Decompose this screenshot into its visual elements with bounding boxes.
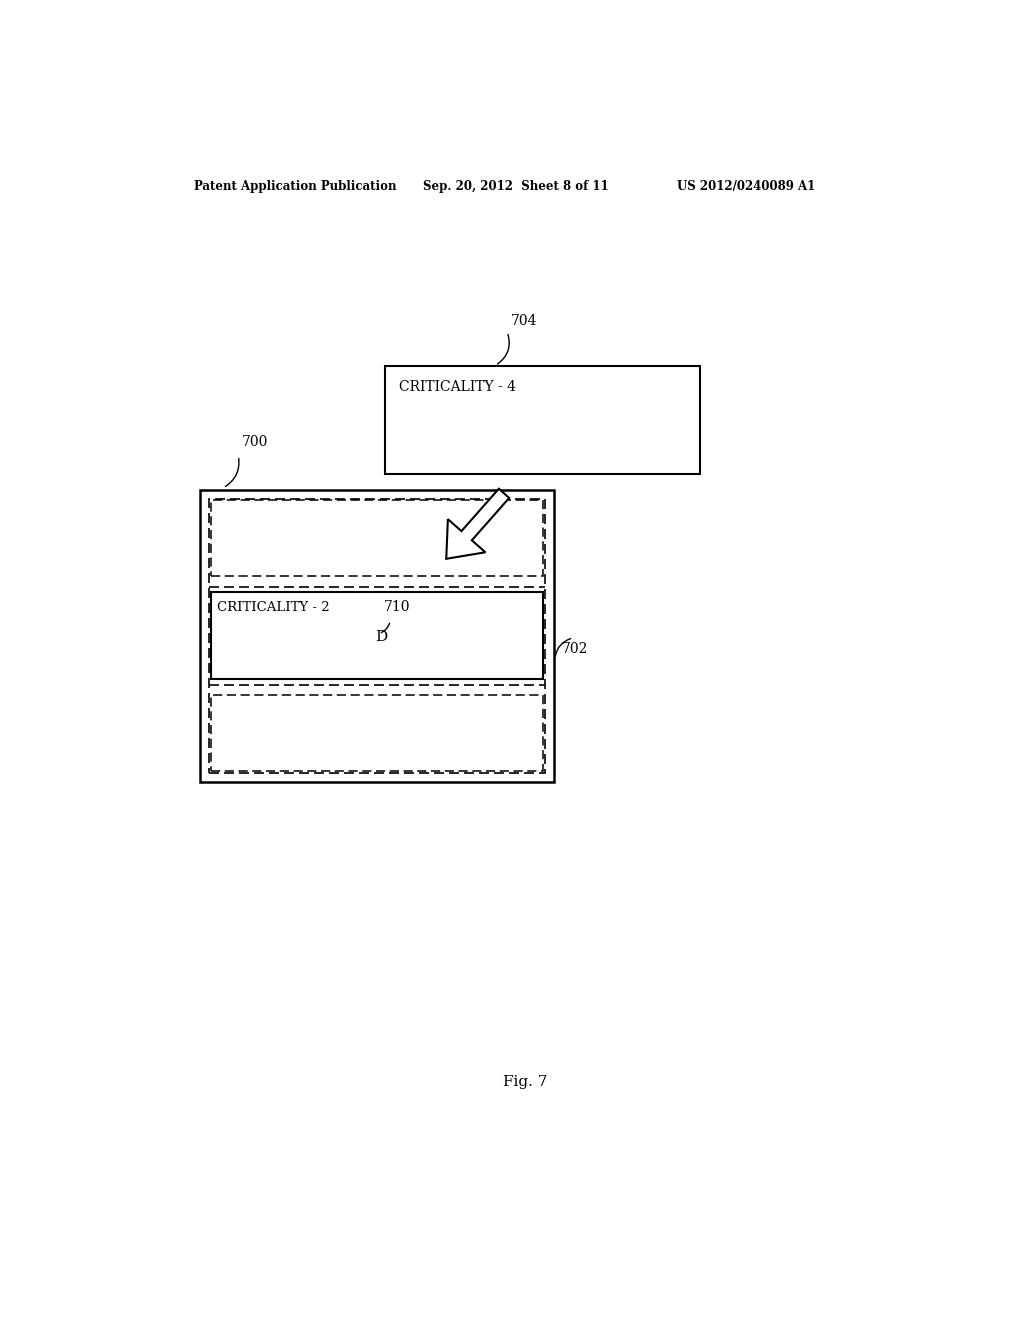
Text: CRITICALITY - 4: CRITICALITY - 4 [398,380,515,395]
Text: 704: 704 [511,314,538,327]
Text: Patent Application Publication: Patent Application Publication [194,180,396,193]
Text: 700: 700 [243,436,268,450]
Text: CRITICALITY - 2: CRITICALITY - 2 [217,601,330,614]
Text: Sep. 20, 2012  Sheet 8 of 11: Sep. 20, 2012 Sheet 8 of 11 [423,180,609,193]
Bar [385,367,700,474]
Bar [200,490,554,781]
Text: 702: 702 [562,642,588,656]
Text: 710: 710 [384,601,411,614]
Bar [209,499,545,774]
Bar [211,593,544,680]
Bar [211,696,544,771]
Bar [211,500,544,577]
Text: Fig. 7: Fig. 7 [503,1076,547,1089]
FancyArrow shape [446,488,509,558]
Text: US 2012/0240089 A1: US 2012/0240089 A1 [677,180,815,193]
Text: D: D [375,631,387,644]
